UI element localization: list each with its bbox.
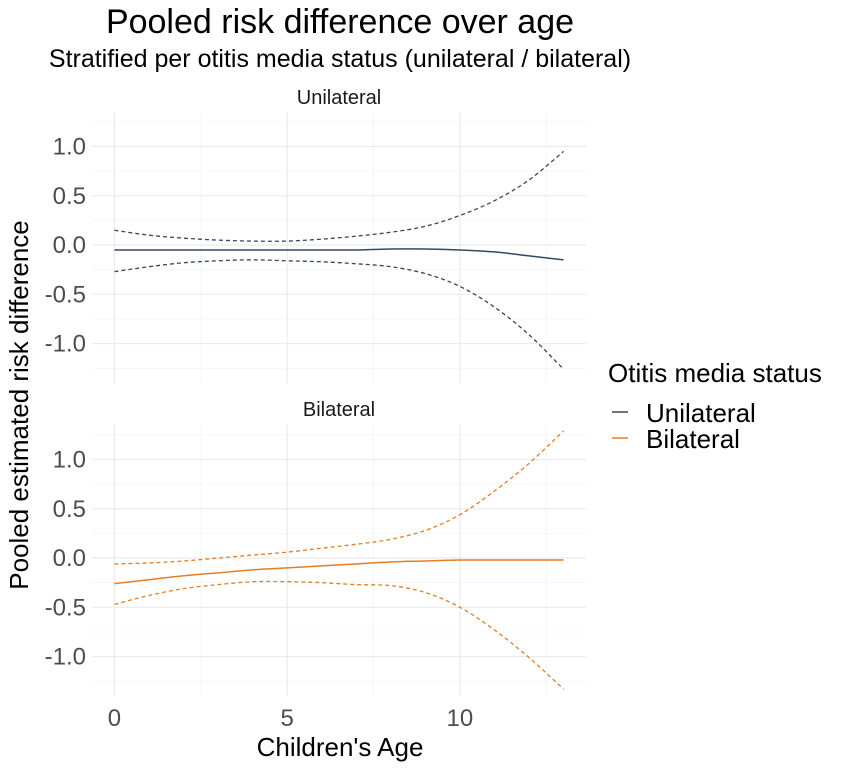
- y-tick-label: 0.5: [53, 496, 86, 523]
- y-tick-label: 1.0: [53, 446, 86, 473]
- x-tick-label: 10: [447, 705, 474, 732]
- y-tick-label: 0.5: [53, 183, 86, 210]
- estimate-line: [114, 248, 564, 261]
- facet-panel-1: Unilateral 1.0 0.5 0.0 -0.5 -1.0: [45, 87, 586, 383]
- legend-entry-label: Bilateral: [646, 424, 740, 454]
- upper-ci-line: [114, 150, 564, 242]
- legend-entry-label: Unilateral: [646, 398, 756, 428]
- upper-ci-line: [114, 430, 564, 565]
- y-tick-label: 0.0: [53, 232, 86, 259]
- facet-strip-label: Unilateral: [297, 87, 381, 109]
- x-tick-label: 5: [281, 705, 294, 732]
- facet-panels: Unilateral 1.0 0.5 0.0 -0.5 -1.0 Bilateral 1.0 0…: [45, 87, 586, 696]
- estimate-line: [114, 559, 564, 585]
- legend-entry: Unilateral: [612, 398, 756, 428]
- y-tick-label: -1.0: [45, 331, 86, 358]
- chart-subtitle: Stratified per otitis media status (unil…: [49, 45, 631, 73]
- y-tick-label: -1.0: [45, 644, 86, 671]
- facet-strip-label: Bilateral: [303, 399, 375, 421]
- lower-ci-line: [114, 580, 564, 690]
- y-tick-label: -0.5: [45, 281, 86, 308]
- x-axis-ticks: 0 5 10: [108, 705, 473, 732]
- x-axis-label: Children's Age: [257, 732, 424, 762]
- y-axis-label: Pooled estimated risk difference: [4, 220, 34, 590]
- y-tick-label: 1.0: [53, 133, 86, 160]
- facet-panel-2: Bilateral 1.0 0.5 0.0 -0.5 -1.0: [45, 399, 586, 696]
- x-tick-label: 0: [108, 705, 121, 732]
- legend-entry: Bilateral: [612, 424, 740, 454]
- lower-ci-line: [114, 259, 565, 370]
- chart-title: Pooled risk difference over age: [106, 3, 574, 41]
- legend-title: Otitis media status: [608, 358, 822, 388]
- y-tick-label: -0.5: [45, 594, 86, 621]
- y-tick-label: 0.0: [53, 545, 86, 572]
